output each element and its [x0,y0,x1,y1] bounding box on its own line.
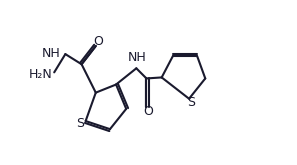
Text: S: S [187,96,195,109]
Text: S: S [77,116,85,130]
Text: NH: NH [128,51,147,64]
Text: O: O [143,105,154,118]
Text: H₂N: H₂N [29,68,52,81]
Text: NH: NH [42,47,60,60]
Text: O: O [93,35,103,49]
